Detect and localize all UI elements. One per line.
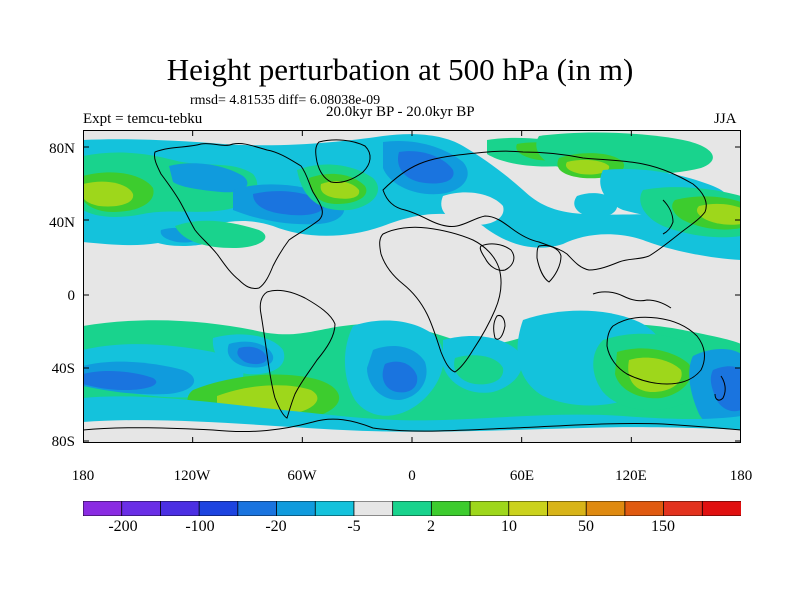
coastline-eurasia	[382, 150, 707, 271]
coastline-new-zealand	[714, 375, 726, 401]
colorbar-swatch	[547, 501, 587, 516]
colorbar-swatch	[701, 501, 741, 516]
lon-label-0: 0	[408, 468, 416, 484]
period-label: 20.0kyr BP - 20.0kyr BP	[326, 104, 475, 120]
contour-region-nh	[696, 203, 741, 225]
contour-region-nh	[565, 159, 610, 175]
colorbar-swatch	[430, 501, 471, 516]
contour-fields	[83, 132, 741, 443]
lon-label-120w: 120W	[173, 468, 211, 484]
lon-label-180w: 180	[71, 468, 95, 484]
experiment-label: Expt = temcu-tebku	[83, 111, 203, 127]
contour-region-nh	[83, 181, 134, 207]
lon-label-120e: 120E	[615, 468, 647, 484]
lat-label-0: 0	[67, 288, 76, 304]
world-map	[83, 130, 741, 443]
coastline-south-america	[259, 289, 336, 419]
colorbar-swatch	[392, 501, 433, 516]
lat-label-40n: 40N	[49, 215, 75, 231]
lat-label-40s: 40S	[51, 361, 75, 377]
lat-label-80n: 80N	[49, 141, 75, 157]
lon-label-60e: 60E	[509, 468, 535, 484]
contour-region-sh	[628, 357, 682, 392]
colorbar-swatch	[83, 501, 123, 516]
contour-region-nh	[175, 220, 266, 248]
lon-label-60w: 60W	[287, 468, 317, 484]
coastline-greenland	[315, 139, 371, 183]
contour-region-sh	[83, 420, 741, 443]
colorbar-swatch	[585, 501, 626, 516]
colorbar-label: 150	[651, 518, 675, 535]
coastline-madagascar	[493, 315, 506, 340]
colorbar-swatch	[276, 501, 317, 516]
colorbar-label: 50	[578, 518, 594, 535]
colorbar-label: -5	[347, 518, 361, 535]
contour-region-sh	[454, 355, 504, 385]
contour-region-nh	[169, 163, 248, 193]
contour-region-sh	[83, 371, 157, 390]
coastline-africa	[379, 226, 502, 373]
colorbar-swatch	[663, 501, 704, 516]
coastline-antarctica	[83, 418, 741, 433]
colorbar-swatch	[198, 501, 239, 516]
colorbar-swatch	[353, 501, 394, 516]
contour-region-sh	[382, 361, 418, 393]
coastline-japan	[662, 199, 674, 235]
season-label: JJA	[714, 111, 737, 127]
colorbar	[83, 501, 741, 516]
contour-region-nh	[320, 181, 360, 199]
colorbar-swatch	[121, 501, 162, 516]
coastlines	[83, 139, 741, 433]
colorbar-label: -100	[185, 518, 215, 535]
colorbar-swatch	[508, 501, 549, 516]
coastline-north-america	[154, 143, 323, 289]
colorbar-swatch	[624, 501, 665, 516]
contour-region-nh	[511, 208, 548, 226]
contour-region-nh	[83, 134, 741, 260]
colorbar-swatch	[160, 501, 200, 516]
contour-region-nh	[574, 193, 618, 218]
stats-line: rmsd= 4.81535 diff= 6.08038e-09	[190, 93, 381, 108]
colorbar-swatch	[469, 501, 510, 516]
lon-label-180e: 180	[729, 468, 753, 484]
colorbar-label: 2	[427, 518, 435, 535]
colorbar-swatch	[314, 501, 355, 516]
axis-ticks	[83, 130, 741, 443]
coastline-india	[536, 245, 562, 283]
plot-title: Height perturbation at 500 hPa (in m)	[166, 52, 634, 87]
colorbar-label: -200	[108, 518, 138, 535]
colorbar-label: 10	[501, 518, 517, 535]
lat-label-80s: 80S	[51, 434, 75, 450]
coastline-australia	[606, 316, 705, 385]
contour-region-nh	[253, 191, 325, 216]
contour-region-nh	[397, 151, 454, 184]
colorbar-label: -20	[265, 518, 287, 535]
coastline-arabia	[479, 243, 515, 271]
colorbar-swatch	[237, 501, 278, 516]
contour-region-sh	[237, 346, 267, 365]
coastline-indonesia	[592, 291, 672, 309]
contour-region-nh	[441, 192, 504, 226]
